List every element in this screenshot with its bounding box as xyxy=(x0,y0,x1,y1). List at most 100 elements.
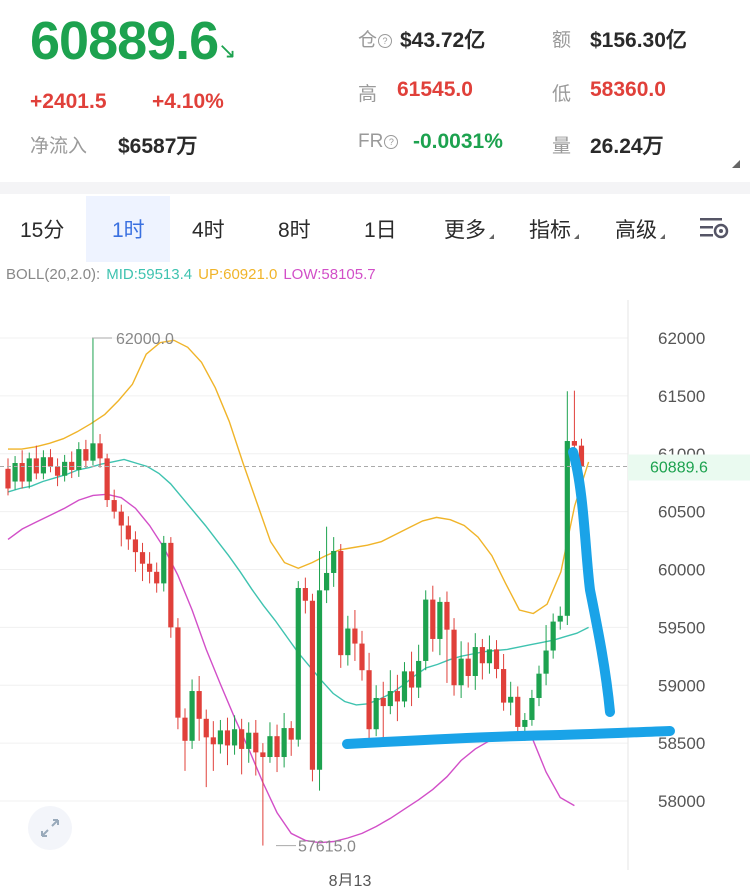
candle-body xyxy=(54,466,61,476)
candle-body xyxy=(147,563,153,572)
low-label: 低 xyxy=(552,84,572,105)
tab-8h[interactable]: 8时 xyxy=(278,219,311,242)
y-tick-label: 62000 xyxy=(658,329,705,348)
tab-advanced[interactable]: 高级 xyxy=(615,214,665,244)
candle-body xyxy=(557,615,563,622)
open-interest-stat: 仓? xyxy=(358,25,393,52)
info-icon[interactable]: ? xyxy=(384,135,399,149)
expand-chart-button[interactable] xyxy=(28,806,72,850)
candle-body xyxy=(345,628,351,656)
candle-body xyxy=(62,461,68,476)
candle-body xyxy=(508,696,514,703)
candle-body xyxy=(274,736,280,758)
candle-body xyxy=(33,458,39,474)
boll-upper-line xyxy=(8,339,590,615)
candle-body xyxy=(231,729,238,746)
amount-value: $156.30亿 xyxy=(590,29,687,52)
tab-1d[interactable]: 1日 xyxy=(364,219,397,242)
candle-body xyxy=(139,552,146,564)
candle-body xyxy=(437,601,443,639)
candle-body xyxy=(522,719,528,727)
candle-body xyxy=(465,658,471,676)
candle-body xyxy=(246,732,252,749)
dropdown-corner-icon xyxy=(489,234,494,239)
candle-body xyxy=(324,572,330,591)
boll-lower-line xyxy=(7,493,575,844)
y-tick-label: 59000 xyxy=(658,676,705,695)
tab-more[interactable]: 更多 xyxy=(444,214,494,244)
candle-body xyxy=(288,728,294,740)
high-value: 61545.0 xyxy=(397,78,473,101)
candle-body xyxy=(47,457,54,467)
candle-body xyxy=(408,671,415,688)
candle-body xyxy=(309,600,316,770)
tab-advanced-label: 高级 xyxy=(615,219,657,242)
candle-body xyxy=(267,736,273,758)
boll-up-value: UP:60921.0 xyxy=(198,266,278,283)
collapse-corner-icon[interactable] xyxy=(732,160,740,168)
candle-body xyxy=(451,629,457,686)
candle-body xyxy=(26,458,32,482)
candle-body xyxy=(486,649,493,664)
candle-body xyxy=(175,627,181,718)
boll-mid-value: MID:59513.4 xyxy=(106,266,193,283)
tab-4h[interactable]: 4时 xyxy=(192,219,225,242)
candle-body xyxy=(12,463,18,482)
expand-arrows-icon xyxy=(41,819,59,837)
candle-body xyxy=(76,449,82,470)
section-divider xyxy=(0,182,750,194)
funding-rate-stat: FR? xyxy=(358,131,399,153)
candle-body xyxy=(515,696,521,727)
candle-body xyxy=(217,730,223,745)
volume-label: 量 xyxy=(552,136,572,157)
candle-body xyxy=(430,599,436,639)
candle-body xyxy=(401,671,408,702)
info-icon[interactable]: ? xyxy=(378,34,393,48)
y-tick-label: 59500 xyxy=(658,618,705,637)
tab-indicators[interactable]: 指标 xyxy=(529,214,579,244)
candle-body xyxy=(125,525,131,540)
candle-body xyxy=(380,697,386,707)
amount-label: 额 xyxy=(552,30,572,51)
price-chart[interactable]: 6200061500610006050060000595005900058500… xyxy=(0,300,750,886)
y-tick-label: 60000 xyxy=(658,561,705,580)
candle-body xyxy=(111,500,117,512)
candle-body xyxy=(168,542,174,628)
candle-body xyxy=(571,441,577,446)
candle-body xyxy=(423,599,429,661)
tab-more-label: 更多 xyxy=(444,219,486,242)
candle-body xyxy=(564,441,570,616)
x-axis-date-label: 8月13 xyxy=(329,873,372,886)
current-price-tag xyxy=(628,454,750,481)
candle-body xyxy=(373,697,379,730)
candle-body xyxy=(40,457,46,474)
candle-body xyxy=(444,601,450,630)
candlesticks xyxy=(5,338,585,846)
annotation-stroke-vertical xyxy=(568,447,615,717)
candle-body xyxy=(239,729,245,749)
candle-body xyxy=(19,463,25,482)
candle-body xyxy=(479,647,485,664)
candle-body xyxy=(394,691,400,702)
candle-body xyxy=(189,691,195,741)
tab-15m[interactable]: 15分 xyxy=(20,219,65,242)
funding-rate-label: FR xyxy=(358,131,384,152)
candle-body xyxy=(536,673,542,698)
chart-settings-icon[interactable] xyxy=(698,214,732,247)
candle-body xyxy=(316,590,323,770)
open-interest-value: $43.72亿 xyxy=(400,29,486,52)
candle-body xyxy=(501,669,507,703)
candle-body xyxy=(69,461,75,470)
candle-body xyxy=(338,550,344,656)
dropdown-corner-icon xyxy=(660,234,665,239)
candle-body xyxy=(550,621,556,651)
candle-body xyxy=(295,588,301,740)
candle-body xyxy=(458,658,464,686)
high-marker-label: 62000.0 xyxy=(116,331,174,348)
candle-body xyxy=(154,571,160,584)
candle-body xyxy=(493,649,500,670)
y-tick-label: 61500 xyxy=(658,387,705,406)
candle-body xyxy=(302,588,308,601)
candle-body xyxy=(366,670,372,730)
tab-1h[interactable]: 1时 xyxy=(112,219,145,242)
